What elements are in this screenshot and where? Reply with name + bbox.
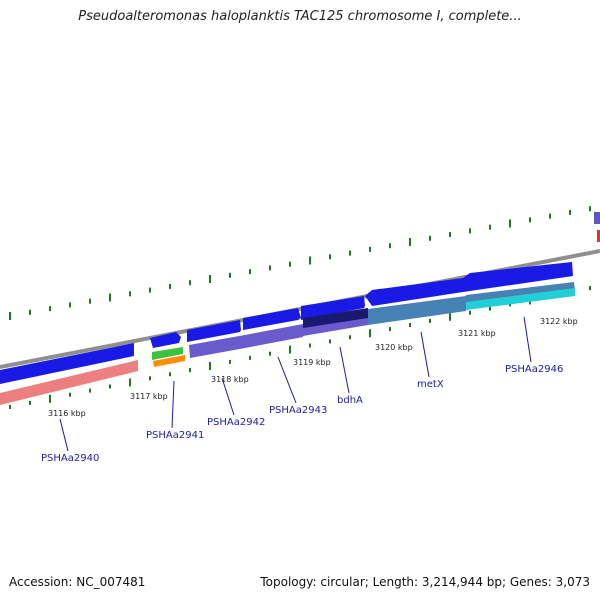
- gene-label-leader: [339, 346, 350, 394]
- scale-tick-label: 3122 kbp: [540, 317, 578, 326]
- gene-label-leader: [420, 331, 430, 378]
- gene-label[interactable]: bdhA: [337, 395, 363, 406]
- gene-label-leader: [171, 380, 175, 429]
- gene-label-leader: [59, 418, 69, 452]
- feature-edge-right: [597, 230, 600, 242]
- forward-gene-track[interactable]: [0, 212, 600, 384]
- scale-tick-label: 3118 kbp: [211, 375, 249, 384]
- feature-metx-steel[interactable]: [368, 296, 466, 325]
- feature-pshaa2946-cyan[interactable]: [466, 288, 575, 310]
- feature-pshaa2943-purple[interactable]: [245, 324, 303, 348]
- feature-track[interactable]: [0, 230, 600, 405]
- map-title: Pseudoalteromonas haloplanktis TAC125 ch…: [78, 9, 522, 24]
- chromosome-backbone: [0, 249, 600, 369]
- gene-edge-right: [594, 212, 600, 224]
- gene-arrow-pshaa2946[interactable]: [463, 262, 573, 292]
- gene-arrow-bdha[interactable]: [301, 296, 365, 320]
- gene-label-leader: [221, 377, 235, 416]
- gene-arrow-pshaa2941[interactable]: [150, 332, 181, 348]
- gene-label[interactable]: PSHAa2941: [146, 430, 204, 441]
- gene-label[interactable]: PSHAa2942: [207, 417, 265, 428]
- feature-bdha-purple[interactable]: [303, 318, 368, 336]
- gene-arrow-metx[interactable]: [365, 278, 463, 306]
- gene-label[interactable]: PSHAa2946: [505, 364, 563, 375]
- feature-pshaa2941-orange[interactable]: [153, 355, 185, 367]
- gene-label-leader: [277, 356, 297, 404]
- accession-text: Accession: NC_007481: [9, 575, 146, 589]
- gene-arrow-pshaa2942[interactable]: [187, 320, 241, 342]
- feature-pshaa2940-reverse[interactable]: [0, 360, 138, 405]
- genome-summary-text: Topology: circular; Length: 3,214,944 bp…: [260, 575, 590, 589]
- scale-tick-label: 3116 kbp: [48, 409, 86, 418]
- gene-arrow-pshaa2943[interactable]: [243, 308, 301, 330]
- gene-label[interactable]: PSHAa2940: [41, 453, 99, 464]
- scale-track: 3116 kbp 3117 kbp 3118 kbp 3119 kbp 3120 kbp…: [48, 317, 578, 418]
- feature-pshaa2942-purple[interactable]: [189, 335, 245, 358]
- scale-tick-label: 3117 kbp: [130, 392, 168, 401]
- gene-label-leader: [523, 316, 532, 363]
- gene-arrow-pshaa2940[interactable]: [0, 343, 134, 384]
- scale-tick-label: 3120 kbp: [375, 343, 413, 352]
- scale-tick-label: 3119 kbp: [293, 358, 331, 367]
- gene-label[interactable]: PSHAa2943: [269, 405, 327, 416]
- feature-pshaa2941-green[interactable]: [152, 347, 183, 360]
- scale-tick-label: 3121 kbp: [458, 329, 496, 338]
- gene-label[interactable]: metX: [417, 379, 444, 390]
